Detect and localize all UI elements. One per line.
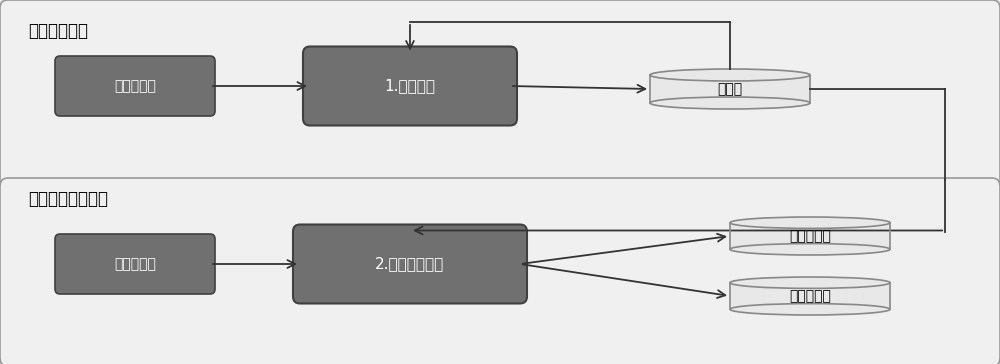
Bar (730, 223, 890, 249)
Ellipse shape (650, 69, 810, 81)
FancyBboxPatch shape (55, 234, 215, 294)
FancyBboxPatch shape (0, 178, 1000, 364)
Text: 标记后日志: 标记后日志 (789, 289, 831, 303)
Bar (650, 75, 810, 103)
Text: 日志聚类过程: 日志聚类过程 (28, 22, 88, 40)
Text: 日志类别标记过程: 日志类别标记过程 (28, 190, 108, 208)
Ellipse shape (730, 244, 890, 255)
Text: 1.日志聚类: 1.日志聚类 (384, 79, 435, 94)
Text: 未匹配日志: 未匹配日志 (789, 229, 831, 243)
FancyBboxPatch shape (0, 0, 1000, 188)
FancyBboxPatch shape (293, 225, 527, 304)
Bar (730, 283, 890, 309)
Ellipse shape (650, 97, 810, 109)
Text: 2.日志类别标记: 2.日志类别标记 (375, 257, 445, 272)
FancyBboxPatch shape (303, 47, 517, 126)
Ellipse shape (730, 217, 890, 228)
Text: 原始日志集: 原始日志集 (114, 79, 156, 93)
Ellipse shape (730, 304, 890, 315)
Text: 特征库: 特征库 (717, 82, 743, 96)
FancyBboxPatch shape (55, 56, 215, 116)
Ellipse shape (730, 277, 890, 288)
Text: 实时日志集: 实时日志集 (114, 257, 156, 271)
